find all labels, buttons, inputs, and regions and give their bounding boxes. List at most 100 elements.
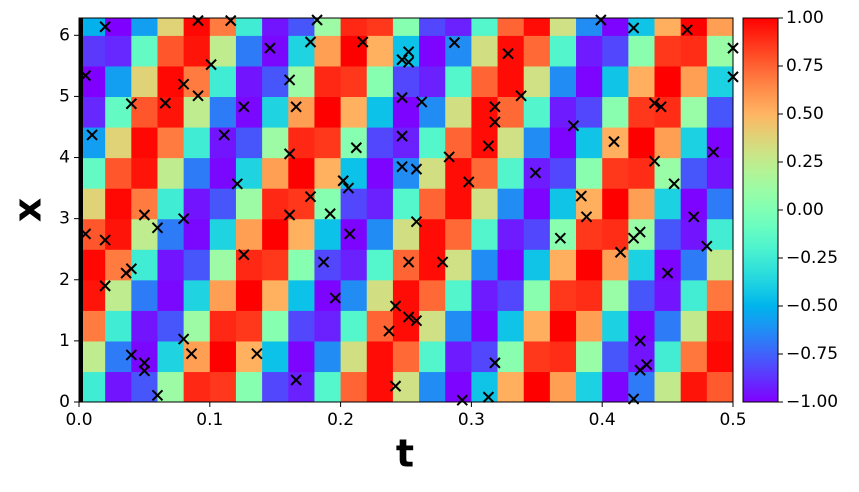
heat-cell bbox=[628, 18, 656, 36]
heat-cell bbox=[471, 249, 499, 281]
point-marker bbox=[463, 176, 475, 188]
heat-cell bbox=[419, 310, 446, 342]
point-marker bbox=[231, 178, 243, 190]
scatter-points bbox=[79, 14, 739, 406]
point-marker bbox=[283, 148, 296, 160]
heat-cell bbox=[209, 157, 237, 189]
heat-cell bbox=[235, 310, 263, 342]
heat-cell bbox=[549, 310, 577, 342]
heat-cell bbox=[602, 249, 629, 281]
heat-cell bbox=[105, 371, 132, 402]
point-marker bbox=[634, 335, 646, 347]
point-marker bbox=[324, 208, 336, 220]
heat-cell bbox=[79, 279, 106, 311]
point-marker bbox=[410, 315, 423, 327]
point-marker bbox=[482, 140, 495, 152]
heat-cell bbox=[340, 65, 368, 98]
point-marker bbox=[396, 160, 408, 173]
y-tick-label: 6 bbox=[59, 25, 70, 45]
colorbar-tick-label: 0.75 bbox=[786, 56, 824, 76]
point-marker bbox=[436, 256, 449, 268]
heat-cell bbox=[209, 279, 237, 311]
heat-cell bbox=[706, 157, 733, 189]
heat-cell bbox=[419, 279, 446, 311]
heat-cell bbox=[262, 157, 289, 189]
heat-cell bbox=[209, 188, 237, 220]
heat-cell bbox=[314, 18, 342, 36]
heat-cell bbox=[680, 96, 708, 128]
point-marker bbox=[554, 232, 567, 244]
heat-cell bbox=[157, 126, 185, 159]
heat-cell bbox=[366, 65, 394, 98]
heat-cell bbox=[366, 126, 394, 159]
heat-cell bbox=[340, 279, 368, 311]
heat-cell bbox=[157, 371, 185, 402]
point-marker bbox=[402, 46, 415, 58]
point-marker bbox=[627, 22, 640, 34]
heat-cell bbox=[654, 35, 682, 67]
colorbar-tick-label: −0.75 bbox=[786, 344, 838, 364]
heat-cell bbox=[262, 249, 289, 281]
heat-cell bbox=[183, 126, 211, 159]
heat-cell bbox=[209, 126, 237, 159]
point-marker bbox=[529, 167, 542, 179]
heat-cell bbox=[628, 188, 656, 220]
heat-cell bbox=[262, 188, 289, 220]
heat-cell bbox=[183, 96, 211, 128]
colorbar-tick-label: −0.25 bbox=[786, 248, 838, 268]
heat-cell bbox=[340, 371, 368, 402]
heat-cell bbox=[602, 157, 629, 189]
point-marker bbox=[138, 209, 151, 221]
heat-cell bbox=[628, 96, 656, 128]
point-marker bbox=[151, 389, 164, 401]
heat-cell bbox=[262, 371, 289, 402]
heat-cell bbox=[680, 18, 708, 36]
point-marker bbox=[595, 14, 607, 26]
point-marker bbox=[337, 175, 349, 187]
heat-cell bbox=[576, 96, 603, 128]
colorbar-tick-label: −0.50 bbox=[786, 296, 838, 316]
heat-cell bbox=[157, 279, 185, 311]
heat-cell bbox=[419, 218, 446, 250]
colorbar-tick-label: −1.00 bbox=[786, 392, 838, 412]
point-marker bbox=[396, 130, 408, 142]
heat-cell bbox=[523, 188, 551, 220]
heat-cell bbox=[262, 340, 289, 373]
heat-cell bbox=[654, 340, 682, 373]
heat-cell bbox=[654, 279, 682, 311]
heat-cell bbox=[288, 218, 316, 250]
point-marker bbox=[489, 101, 501, 113]
heat-cell bbox=[131, 126, 159, 159]
boundary-points bbox=[79, 18, 83, 402]
point-marker bbox=[640, 359, 653, 371]
point-marker bbox=[389, 380, 402, 392]
point-marker bbox=[575, 190, 587, 202]
heat-cell bbox=[105, 340, 132, 373]
heat-cell bbox=[157, 35, 185, 67]
heat-cell bbox=[262, 65, 289, 98]
heat-cell bbox=[706, 249, 733, 281]
heat-cell bbox=[366, 157, 394, 189]
heat-cell bbox=[235, 126, 263, 159]
heat-cell bbox=[340, 126, 368, 159]
point-marker bbox=[151, 222, 164, 234]
point-marker bbox=[648, 155, 661, 167]
point-marker bbox=[185, 348, 198, 360]
heat-cell bbox=[523, 65, 551, 98]
heat-cell bbox=[79, 188, 106, 220]
point-marker bbox=[177, 78, 190, 90]
heat-cell bbox=[602, 188, 629, 220]
heat-cell bbox=[602, 65, 629, 98]
heat-cell bbox=[79, 218, 106, 250]
heat-cell bbox=[419, 157, 446, 189]
heat-cell bbox=[392, 188, 420, 220]
heat-cell bbox=[445, 126, 472, 159]
heat-cell bbox=[183, 157, 211, 189]
point-marker bbox=[482, 391, 495, 403]
point-marker bbox=[410, 215, 423, 228]
heat-cell bbox=[183, 18, 211, 36]
heat-cell bbox=[628, 340, 656, 373]
point-marker bbox=[681, 24, 693, 36]
heat-cell bbox=[419, 35, 446, 67]
heat-cell bbox=[209, 18, 237, 36]
